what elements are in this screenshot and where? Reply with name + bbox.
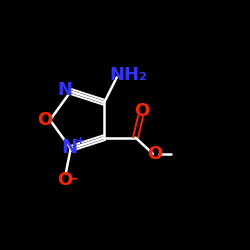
Text: O: O	[148, 145, 163, 163]
Text: O: O	[134, 102, 150, 120]
Text: O: O	[57, 171, 72, 189]
Text: N: N	[58, 81, 73, 99]
Text: N: N	[61, 138, 78, 157]
Text: +: +	[76, 136, 85, 146]
Text: O: O	[37, 111, 52, 129]
Text: NH₂: NH₂	[109, 66, 147, 84]
Text: −: −	[68, 172, 78, 185]
